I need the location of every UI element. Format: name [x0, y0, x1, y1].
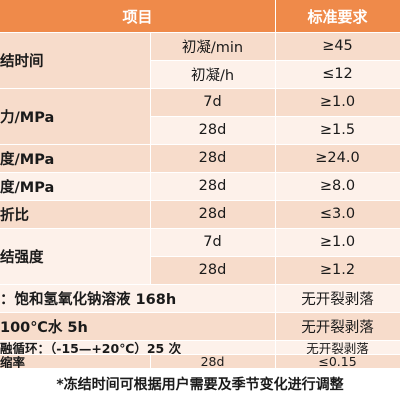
row-setting-time-req2: ≤12 [275, 60, 400, 88]
header-item: 项目 [0, 0, 275, 32]
grid-hline [0, 200, 400, 201]
row-alkali-label: ：饱和氢氧化钠溶液 168h [0, 284, 275, 312]
row-setting-time-sub1: 初凝/min [150, 32, 275, 60]
grid-hline [0, 312, 400, 313]
row-compressive-label: 度/MPa [0, 144, 150, 172]
grid-hline [150, 256, 400, 257]
grid-hline [0, 144, 400, 145]
row-alkali-req: 无开裂剥落 [275, 284, 400, 312]
row-shrinkage-req: ≤0.15 [275, 354, 400, 368]
row-ratio-req: ≤3.0 [275, 200, 400, 228]
row-heat-label: 100℃水 5h [0, 312, 275, 340]
row-compressive-sub: 28d [150, 144, 275, 172]
row-setting-time-label: 结时间 [0, 32, 150, 88]
grid-vline-3 [150, 354, 151, 368]
grid-hline [0, 354, 400, 355]
row-shrinkage-sub: 28d [150, 354, 275, 368]
grid-hline [0, 172, 400, 173]
row-bond-req2: ≥1.2 [275, 256, 400, 284]
grid-hline [0, 284, 400, 285]
header-requirement: 标准要求 [275, 0, 400, 32]
row-heat-req: 无开裂剥落 [275, 312, 400, 340]
row-flexural-req: ≥8.0 [275, 172, 400, 200]
row-freeze-label: 融循环：（-15—+20℃）25 次 [0, 340, 275, 354]
row-strength-req1: ≥1.0 [275, 88, 400, 116]
row-bond-label: 结强度 [0, 228, 150, 284]
row-bond-sub2: 28d [150, 256, 275, 284]
row-ratio-label: 折比 [0, 200, 150, 228]
footnote: *冻结时间可根据用户需要及季节变化进行调整 [0, 368, 400, 400]
row-flexural-sub: 28d [150, 172, 275, 200]
grid-hline [0, 228, 400, 229]
row-compressive-req: ≥24.0 [275, 144, 400, 172]
row-shrinkage-label: 缩率 [0, 354, 150, 368]
grid-hline [150, 60, 400, 61]
row-setting-time-req1: ≥45 [275, 32, 400, 60]
grid-hline [0, 32, 400, 33]
row-setting-time-sub2: 初凝/h [150, 60, 275, 88]
grid-hline [0, 340, 400, 341]
row-strength-req2: ≥1.5 [275, 116, 400, 144]
row-freeze-req: 无开裂剥落 [275, 340, 400, 354]
row-flexural-label: 度/MPa [0, 172, 150, 200]
grid-hline [150, 116, 400, 117]
grid-vline-2 [275, 0, 276, 368]
row-ratio-sub: 28d [150, 200, 275, 228]
row-strength-sub2: 28d [150, 116, 275, 144]
row-strength-label: 力/MPa [0, 88, 150, 144]
grid-vline-1 [150, 32, 151, 284]
row-strength-sub1: 7d [150, 88, 275, 116]
row-bond-sub1: 7d [150, 228, 275, 256]
row-bond-req1: ≥1.0 [275, 228, 400, 256]
grid-hline [0, 88, 400, 89]
